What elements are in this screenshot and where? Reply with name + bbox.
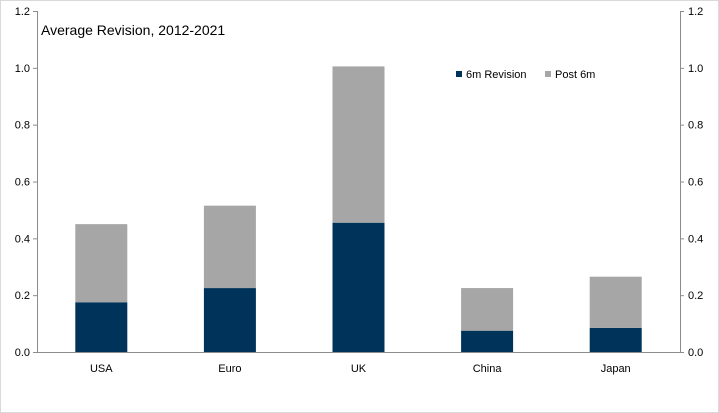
legend-label: 6m Revision: [466, 69, 527, 81]
x-tick-label: Euro: [218, 363, 241, 375]
legend-swatch: [456, 71, 462, 77]
bars: [75, 66, 642, 352]
bar-china-6m-revision: [461, 330, 514, 352]
y-tick-label-right: 0.6: [688, 177, 703, 189]
bar-usa-6m-revision: [75, 302, 128, 352]
y-tick-label-right: 0.4: [688, 233, 703, 245]
y-tick-labels-left: 0.0 0.2 0.4 0.6 0.8 1.0 1.2: [15, 6, 37, 359]
y-tick-label-right: 1.2: [688, 6, 703, 18]
chart-title: Average Revision, 2012-2021: [41, 22, 225, 38]
bar-uk-6m-revision: [332, 222, 385, 352]
bar-euro-6m-revision: [203, 288, 256, 352]
y-tick-label-left: 0.0: [15, 347, 30, 359]
bar-usa-post-6m: [75, 224, 128, 303]
x-tick-label: USA: [90, 363, 113, 375]
y-tick-label-right: 0.0: [688, 347, 703, 359]
x-tick-label: China: [473, 363, 503, 375]
y-tick-label-left: 0.8: [15, 120, 30, 132]
y-tick-label-right: 0.2: [688, 290, 703, 302]
category-labels: USA Euro UK China Japan: [90, 363, 631, 375]
legend: 6m Revision Post 6m: [456, 69, 595, 81]
legend-label: Post 6m: [555, 69, 595, 81]
bar-china-post-6m: [461, 288, 514, 331]
y-tick-label-left: 0.2: [15, 290, 30, 302]
y-tick-label-left: 1.0: [15, 63, 30, 75]
bar-uk-post-6m: [332, 66, 385, 223]
y-tick-label-left: 0.6: [15, 177, 30, 189]
y-tick-label-left: 1.2: [15, 6, 30, 18]
x-tick-label: Japan: [601, 363, 631, 375]
y-tick-label-right: 0.8: [688, 120, 703, 132]
bar-japan-6m-revision: [589, 327, 642, 352]
bar-japan-post-6m: [589, 276, 642, 328]
bar-euro-post-6m: [203, 205, 256, 289]
legend-swatch: [545, 71, 551, 77]
y-tick-label-left: 0.4: [15, 233, 30, 245]
x-tick-label: UK: [351, 363, 367, 375]
y-tick-labels-right: 0.0 0.2 0.4 0.6 0.8 1.0 1.2: [680, 6, 703, 359]
y-tick-label-right: 1.0: [688, 63, 703, 75]
